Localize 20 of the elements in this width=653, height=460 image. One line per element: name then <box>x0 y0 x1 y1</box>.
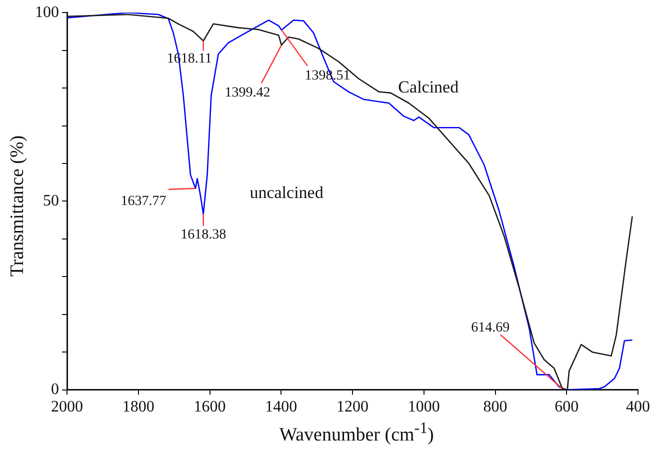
series-label: Calcined <box>398 78 460 97</box>
y-axis-title: Transmittance (%) <box>7 134 29 279</box>
annotation: 614.69 <box>471 320 510 336</box>
x-tick-label: 600 <box>554 398 579 416</box>
x-tick-label: 400 <box>626 398 650 416</box>
annotation: 1637.77 <box>120 194 166 210</box>
x-tick-label: 1800 <box>122 398 154 416</box>
y-tick-label: 50 <box>43 192 59 210</box>
x-axis-title: Wavenumber (cm$^{-1}$) <box>278 420 435 446</box>
x-tick-label: 2000 <box>51 398 83 416</box>
x-tick-label: 1200 <box>336 398 368 416</box>
x-tick-label: 1600 <box>194 398 226 416</box>
y-tick-label: 100 <box>35 4 59 21</box>
x-tick-label: 800 <box>483 398 508 416</box>
y-tick-label: 0 <box>51 381 59 398</box>
text: uncalcined <box>250 183 324 202</box>
x-tick-label: 1400 <box>265 398 298 416</box>
annotation: 1618.38 <box>180 228 226 243</box>
annotation: 1399.42 <box>224 86 270 101</box>
x-tick-label: 1000 <box>408 398 440 416</box>
